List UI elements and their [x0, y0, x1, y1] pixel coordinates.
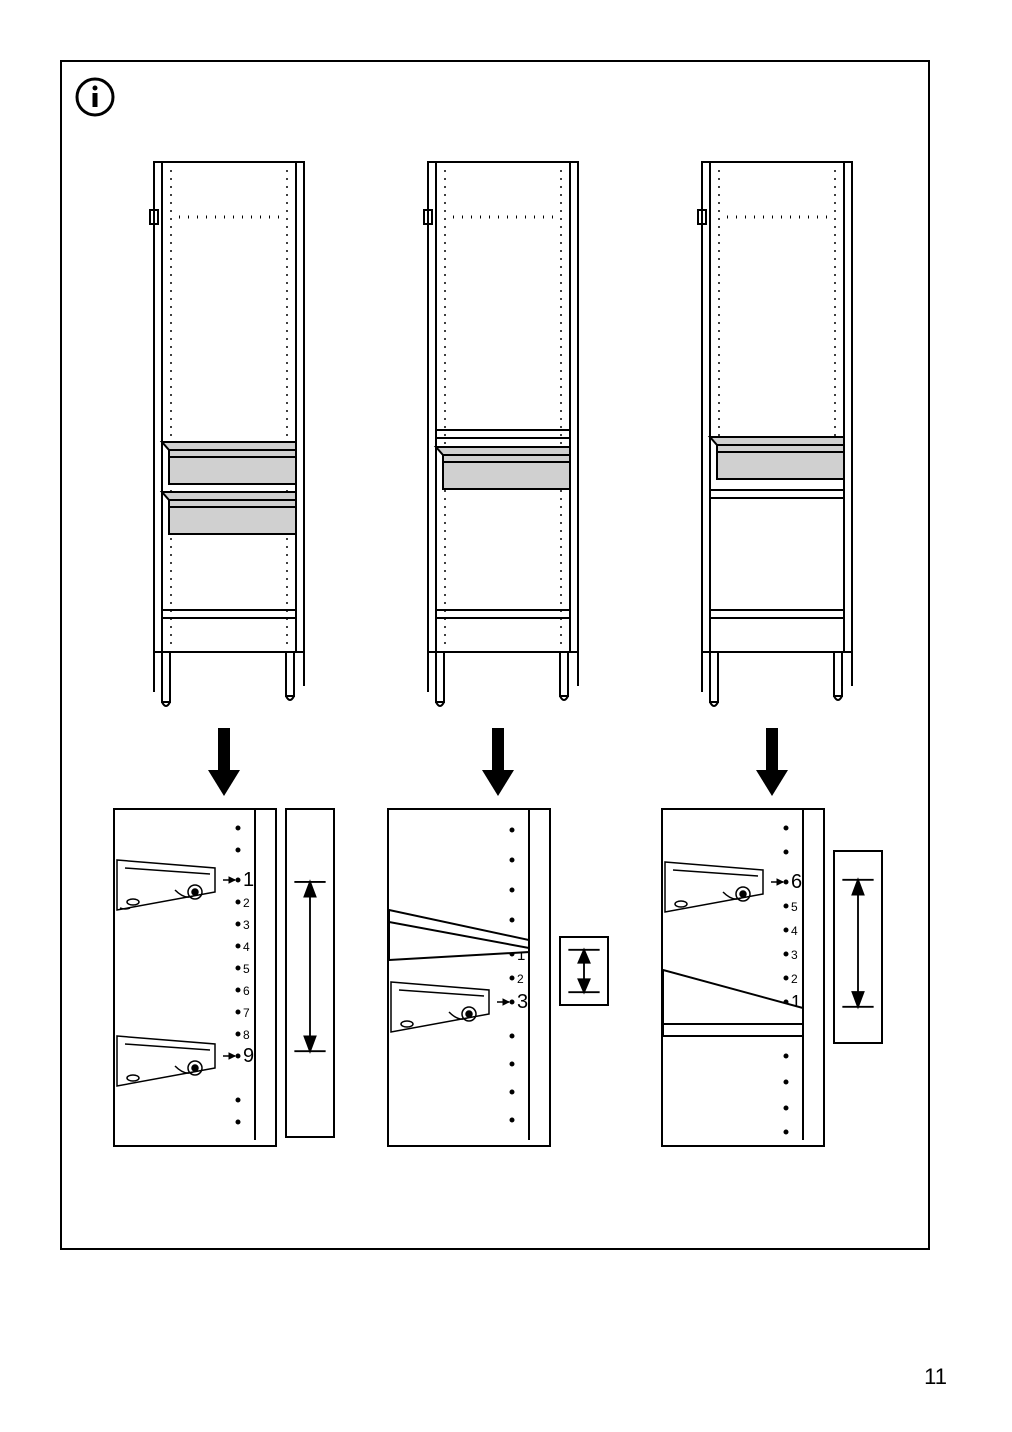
svg-text:9: 9 [243, 1045, 254, 1067]
svg-text:8: 8 [243, 1028, 250, 1042]
column-3: 6 5 4 3 2 1 [642, 152, 902, 1147]
detail-row-1: 1 2 3 4 5 6 7 8 9 [113, 808, 335, 1147]
detail-panel-1: 1 2 3 4 5 6 7 8 9 [113, 808, 277, 1147]
arrow-down-icon [204, 728, 244, 798]
page-number: 11 [924, 1364, 947, 1390]
page-frame: 1 2 3 4 5 6 7 8 9 [60, 60, 930, 1250]
svg-text:3: 3 [517, 991, 528, 1013]
detail-panel-2: 1 2 3 [387, 808, 551, 1147]
svg-text:2: 2 [791, 972, 798, 986]
svg-text:5: 5 [791, 900, 798, 914]
cabinet-variant-2 [398, 152, 598, 722]
detail-row-2: 1 2 3 [387, 808, 609, 1147]
svg-text:3: 3 [243, 918, 250, 932]
detail-row-3: 6 5 4 3 2 1 [661, 808, 883, 1147]
svg-text:7: 7 [243, 1006, 250, 1020]
detail-panel-3: 6 5 4 3 2 1 [661, 808, 825, 1147]
svg-text:4: 4 [243, 940, 250, 954]
dimension-panel-1 [285, 808, 335, 1138]
svg-text:3: 3 [791, 948, 798, 962]
cabinet-variant-1 [124, 152, 324, 722]
cabinet-variant-3 [672, 152, 872, 722]
svg-text:6: 6 [791, 871, 802, 893]
svg-text:5: 5 [243, 962, 250, 976]
column-2: 1 2 3 [368, 152, 628, 1147]
info-icon [74, 76, 116, 118]
svg-text:2: 2 [517, 972, 524, 986]
column-1: 1 2 3 4 5 6 7 8 9 [94, 152, 354, 1147]
arrow-down-icon [478, 728, 518, 798]
arrow-down-icon [752, 728, 792, 798]
hole-label: 1 [243, 869, 254, 891]
svg-text:2: 2 [243, 896, 250, 910]
dimension-panel-2 [559, 936, 609, 1006]
svg-text:4: 4 [791, 924, 798, 938]
dimension-panel-3 [833, 850, 883, 1044]
svg-text:6: 6 [243, 984, 250, 998]
